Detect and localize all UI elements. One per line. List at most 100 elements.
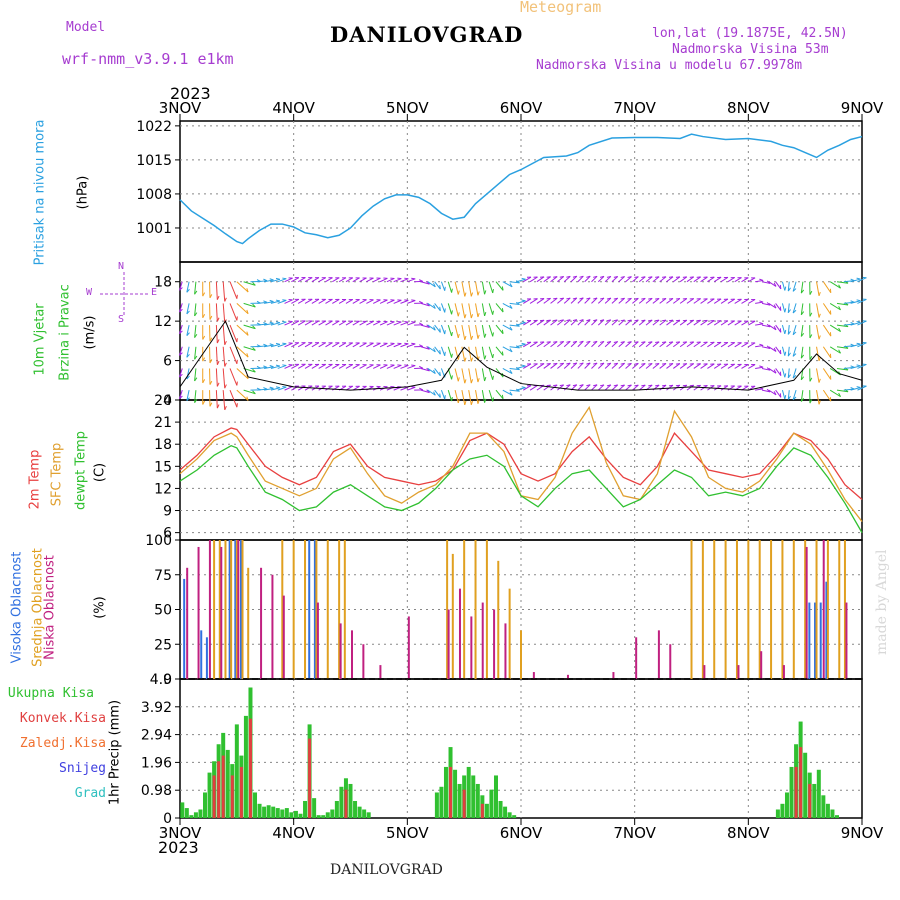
wind-arrow: [557, 362, 565, 369]
mid-cloud-bar: [508, 588, 511, 679]
wind-arrow-head: [509, 369, 513, 374]
wind-arrow: [829, 324, 841, 332]
wind-arrow-head: [668, 341, 674, 343]
wind-arrow: [755, 323, 764, 326]
wind-arrow: [257, 388, 268, 391]
mid-cloud-bar: [247, 567, 250, 679]
wind-arrow-head: [784, 394, 787, 400]
wind-arrow-head: [492, 310, 494, 315]
wind-arrow: [516, 278, 526, 283]
wind-arrow-head: [606, 384, 611, 387]
mid-cloud-bar: [326, 540, 329, 679]
wind-arrow: [243, 367, 256, 373]
precip-total-bar: [266, 805, 271, 818]
wind-arrow: [440, 303, 446, 313]
wind-arrow-head: [457, 333, 460, 339]
wind-arrow: [800, 346, 804, 359]
wind-arrow-head: [457, 398, 460, 404]
wind-arrow: [304, 342, 313, 348]
wind-arrow-head: [838, 284, 841, 289]
wind-arrow: [461, 281, 466, 297]
y-tick-label: 6: [163, 526, 172, 542]
wind-arrow-head: [252, 303, 256, 308]
wind-arrow: [741, 320, 749, 326]
wind-arrow: [400, 299, 409, 304]
wind-arrow: [379, 277, 388, 283]
wind-arrow-head: [779, 371, 782, 376]
wind-arrow-head: [559, 362, 564, 365]
wind-arrow: [488, 389, 494, 402]
low-cloud-bar: [208, 540, 211, 679]
wind-arrow: [557, 276, 565, 283]
precip-conv-bar: [808, 783, 812, 818]
x-tick-label-bottom: 5NOV: [386, 824, 429, 842]
wind-arrow: [816, 368, 820, 383]
wind-arrow: [264, 279, 274, 283]
wind-arrow: [179, 281, 183, 291]
wind-arrow: [584, 362, 591, 369]
wind-arrow-head: [599, 362, 605, 365]
wind-arrow: [625, 297, 632, 304]
wind-arrow: [379, 321, 388, 326]
precip-conv-bar: [794, 766, 798, 818]
wind-arrow-head: [566, 384, 571, 387]
wind-arrow: [509, 346, 520, 349]
wind-arrow-head: [275, 321, 281, 324]
wind-arrow: [454, 324, 459, 339]
wind-arrow-head: [818, 400, 821, 405]
wind-arrow: [523, 385, 532, 391]
wind-arrow: [502, 302, 513, 309]
wind-arrow: [291, 363, 300, 369]
wind-arrow: [632, 276, 639, 283]
wind-arrow: [720, 276, 729, 283]
wind-arrow-head: [784, 329, 787, 335]
wind-arrow: [325, 363, 333, 369]
wind-arrow-head: [509, 348, 513, 353]
wind-arrow-head: [252, 390, 256, 395]
wind-arrow-head: [792, 396, 797, 401]
x-tick-label-bottom: 7NOV: [613, 824, 656, 842]
precip-total-bar: [493, 775, 498, 818]
precip-total-bar: [293, 810, 298, 818]
precip-total-bar: [253, 792, 258, 818]
precip-total-bar: [207, 772, 212, 818]
mid-cloud-bar: [713, 540, 716, 679]
wind-arrow: [270, 387, 281, 391]
high-cloud-bar: [308, 540, 311, 679]
wind-arrow: [734, 363, 742, 369]
wind-arrow: [502, 281, 513, 288]
wind-arrow: [236, 346, 249, 358]
wind-arrow: [236, 303, 249, 315]
wind-arrow-head: [444, 286, 446, 291]
low-cloud-bar: [504, 623, 507, 679]
wind-arrow-head: [269, 364, 274, 368]
wind-arrow-head: [426, 280, 430, 285]
wind-arrow-head: [477, 399, 480, 404]
wind-arrow: [454, 390, 459, 404]
wind-arrow-head: [202, 357, 206, 362]
y-tick-label: 24: [154, 393, 172, 409]
precip-total-bar: [325, 812, 330, 818]
wind-arrow: [475, 303, 479, 318]
wind-arrow: [570, 319, 578, 326]
precip-conv-bar: [344, 789, 348, 818]
wind-arrow-head: [759, 365, 764, 368]
wind-arrow-head: [246, 331, 249, 336]
wind-arrow: [345, 342, 353, 348]
wind-arrow: [591, 384, 598, 391]
wind-arrow-head: [809, 399, 813, 404]
wind-arrow: [604, 341, 612, 348]
wind-arrow-head: [784, 351, 787, 356]
wind-arrow-head: [586, 275, 591, 278]
wind-arrow: [727, 363, 735, 369]
wind-arrow: [727, 277, 735, 283]
wind-arrow: [461, 368, 466, 384]
low-cloud-bar: [493, 609, 496, 679]
wind-arrow-head: [800, 332, 805, 337]
wind-arrow-head: [779, 349, 782, 355]
wind-arrow-head: [627, 362, 632, 365]
wind-arrow-head: [634, 362, 639, 365]
wind-arrow: [215, 303, 218, 322]
wind-arrow-head: [818, 313, 821, 318]
wind-arrow-head: [501, 308, 504, 313]
